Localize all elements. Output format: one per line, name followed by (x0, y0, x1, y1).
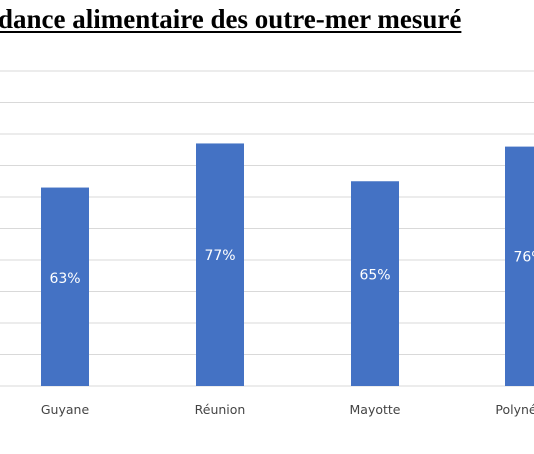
x-tick-label: Guyane (41, 402, 90, 417)
page-title: dance alimentaire des outre-mer mesuré (0, 4, 462, 34)
chart-bars (41, 143, 534, 386)
bar-guyane (41, 187, 89, 386)
data-label: 76% (513, 250, 534, 266)
bar-r-union (196, 143, 244, 386)
data-label: 65% (359, 268, 390, 284)
x-tick-label: Polynésie f (495, 402, 534, 417)
x-tick-label: Mayotte (350, 402, 401, 417)
data-label: 77% (204, 248, 235, 264)
bar-mayotte (351, 181, 399, 386)
chart-labels: 63% Guyane 77% Réunion 65% Mayotte 76% Polynési… (41, 248, 534, 417)
x-tick-label: Réunion (195, 402, 246, 417)
bar-polyn-sie-f (505, 146, 534, 386)
data-label: 63% (49, 271, 80, 287)
